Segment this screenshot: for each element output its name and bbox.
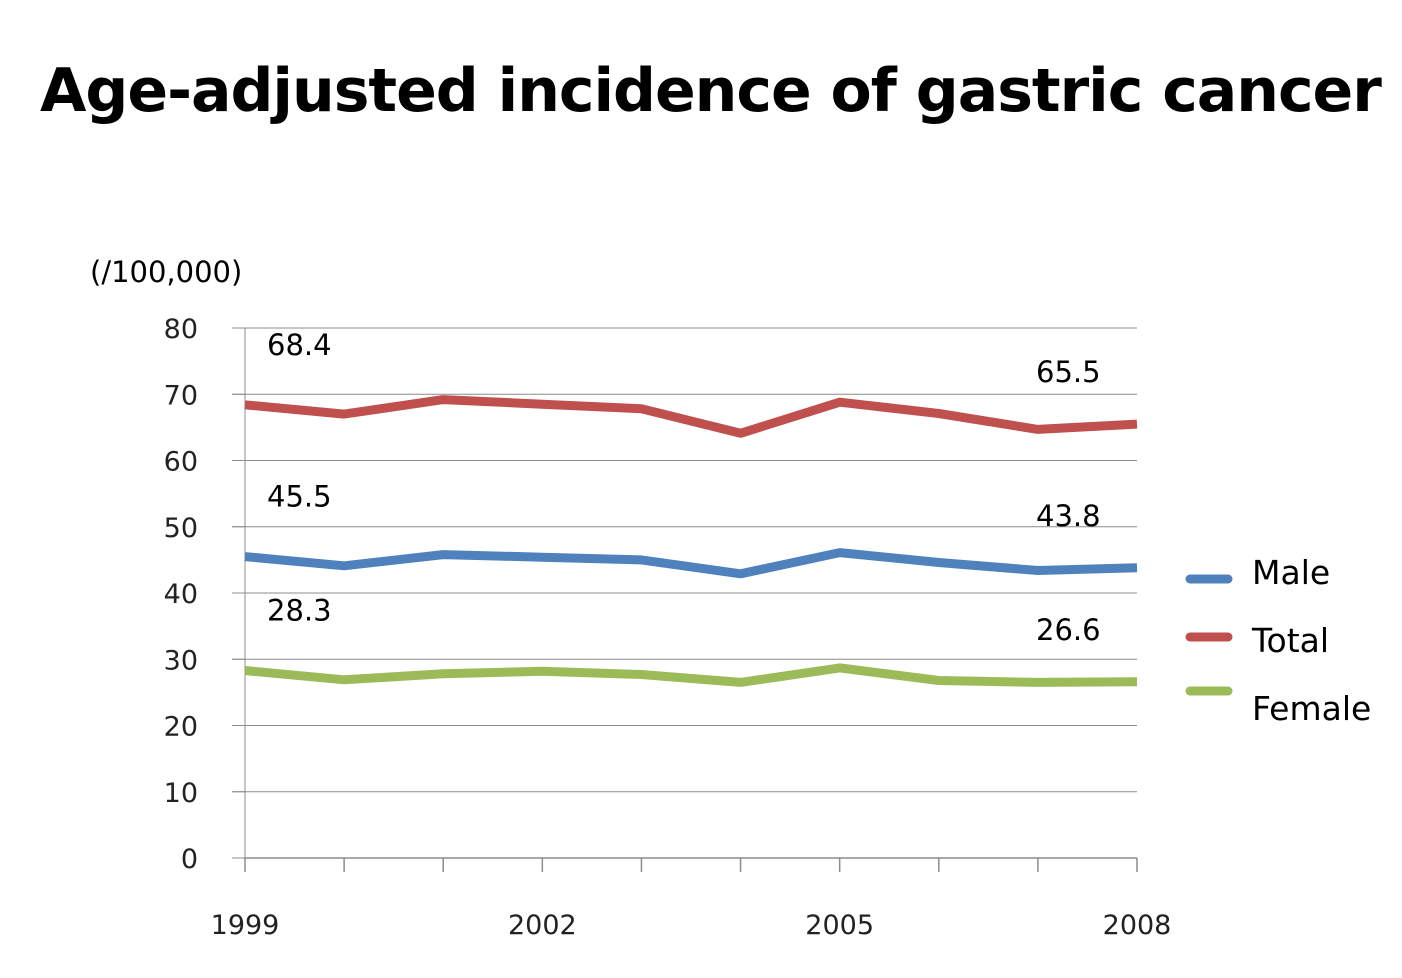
legend-label-total: Total [1251, 621, 1329, 660]
series-line-female [244, 663, 1138, 687]
data-labels: 68.4 65.5 45.5 43.8 28.3 26.6 [267, 328, 1101, 647]
chart-title: Age-adjusted incidence of gastric cancer [40, 56, 1382, 126]
x-tick-label-1999: 1999 [211, 910, 280, 941]
y-tick-label-70: 70 [164, 380, 198, 411]
y-tick-label-40: 40 [164, 579, 198, 610]
axes: 0 10 20 30 40 50 60 70 80 1999 2002 2005 2008 (/100,0… [90, 255, 1171, 941]
data-label-female-2008: 26.6 [1036, 613, 1101, 647]
y-tick-label-0: 0 [181, 844, 198, 875]
y-tick-label-60: 60 [164, 447, 198, 478]
y-tick-label-80: 80 [164, 314, 198, 345]
legend: Male Total Female [1185, 553, 1371, 728]
series-line-total [244, 395, 1138, 438]
y-unit-label: (/100,000) [90, 255, 242, 289]
series-lines [244, 395, 1138, 687]
data-label-female-1999: 28.3 [267, 594, 332, 628]
series-line-male [244, 548, 1138, 579]
data-label-total-2008: 65.5 [1036, 355, 1101, 389]
legend-label-male: Male [1252, 553, 1330, 592]
y-tick-label-10: 10 [164, 778, 198, 809]
y-tick-label-50: 50 [164, 513, 198, 544]
data-label-male-1999: 45.5 [267, 480, 332, 514]
y-tick-label-20: 20 [164, 712, 198, 743]
data-label-total-1999: 68.4 [267, 328, 332, 362]
x-tick-label-2008: 2008 [1103, 910, 1172, 941]
x-tick-label-2002: 2002 [508, 910, 577, 941]
grid-lines [232, 327, 1137, 793]
legend-label-female: Female [1252, 689, 1371, 728]
x-tick-label-2005: 2005 [805, 910, 874, 941]
y-tick-label-30: 30 [164, 645, 198, 676]
data-label-male-2008: 43.8 [1036, 499, 1101, 533]
